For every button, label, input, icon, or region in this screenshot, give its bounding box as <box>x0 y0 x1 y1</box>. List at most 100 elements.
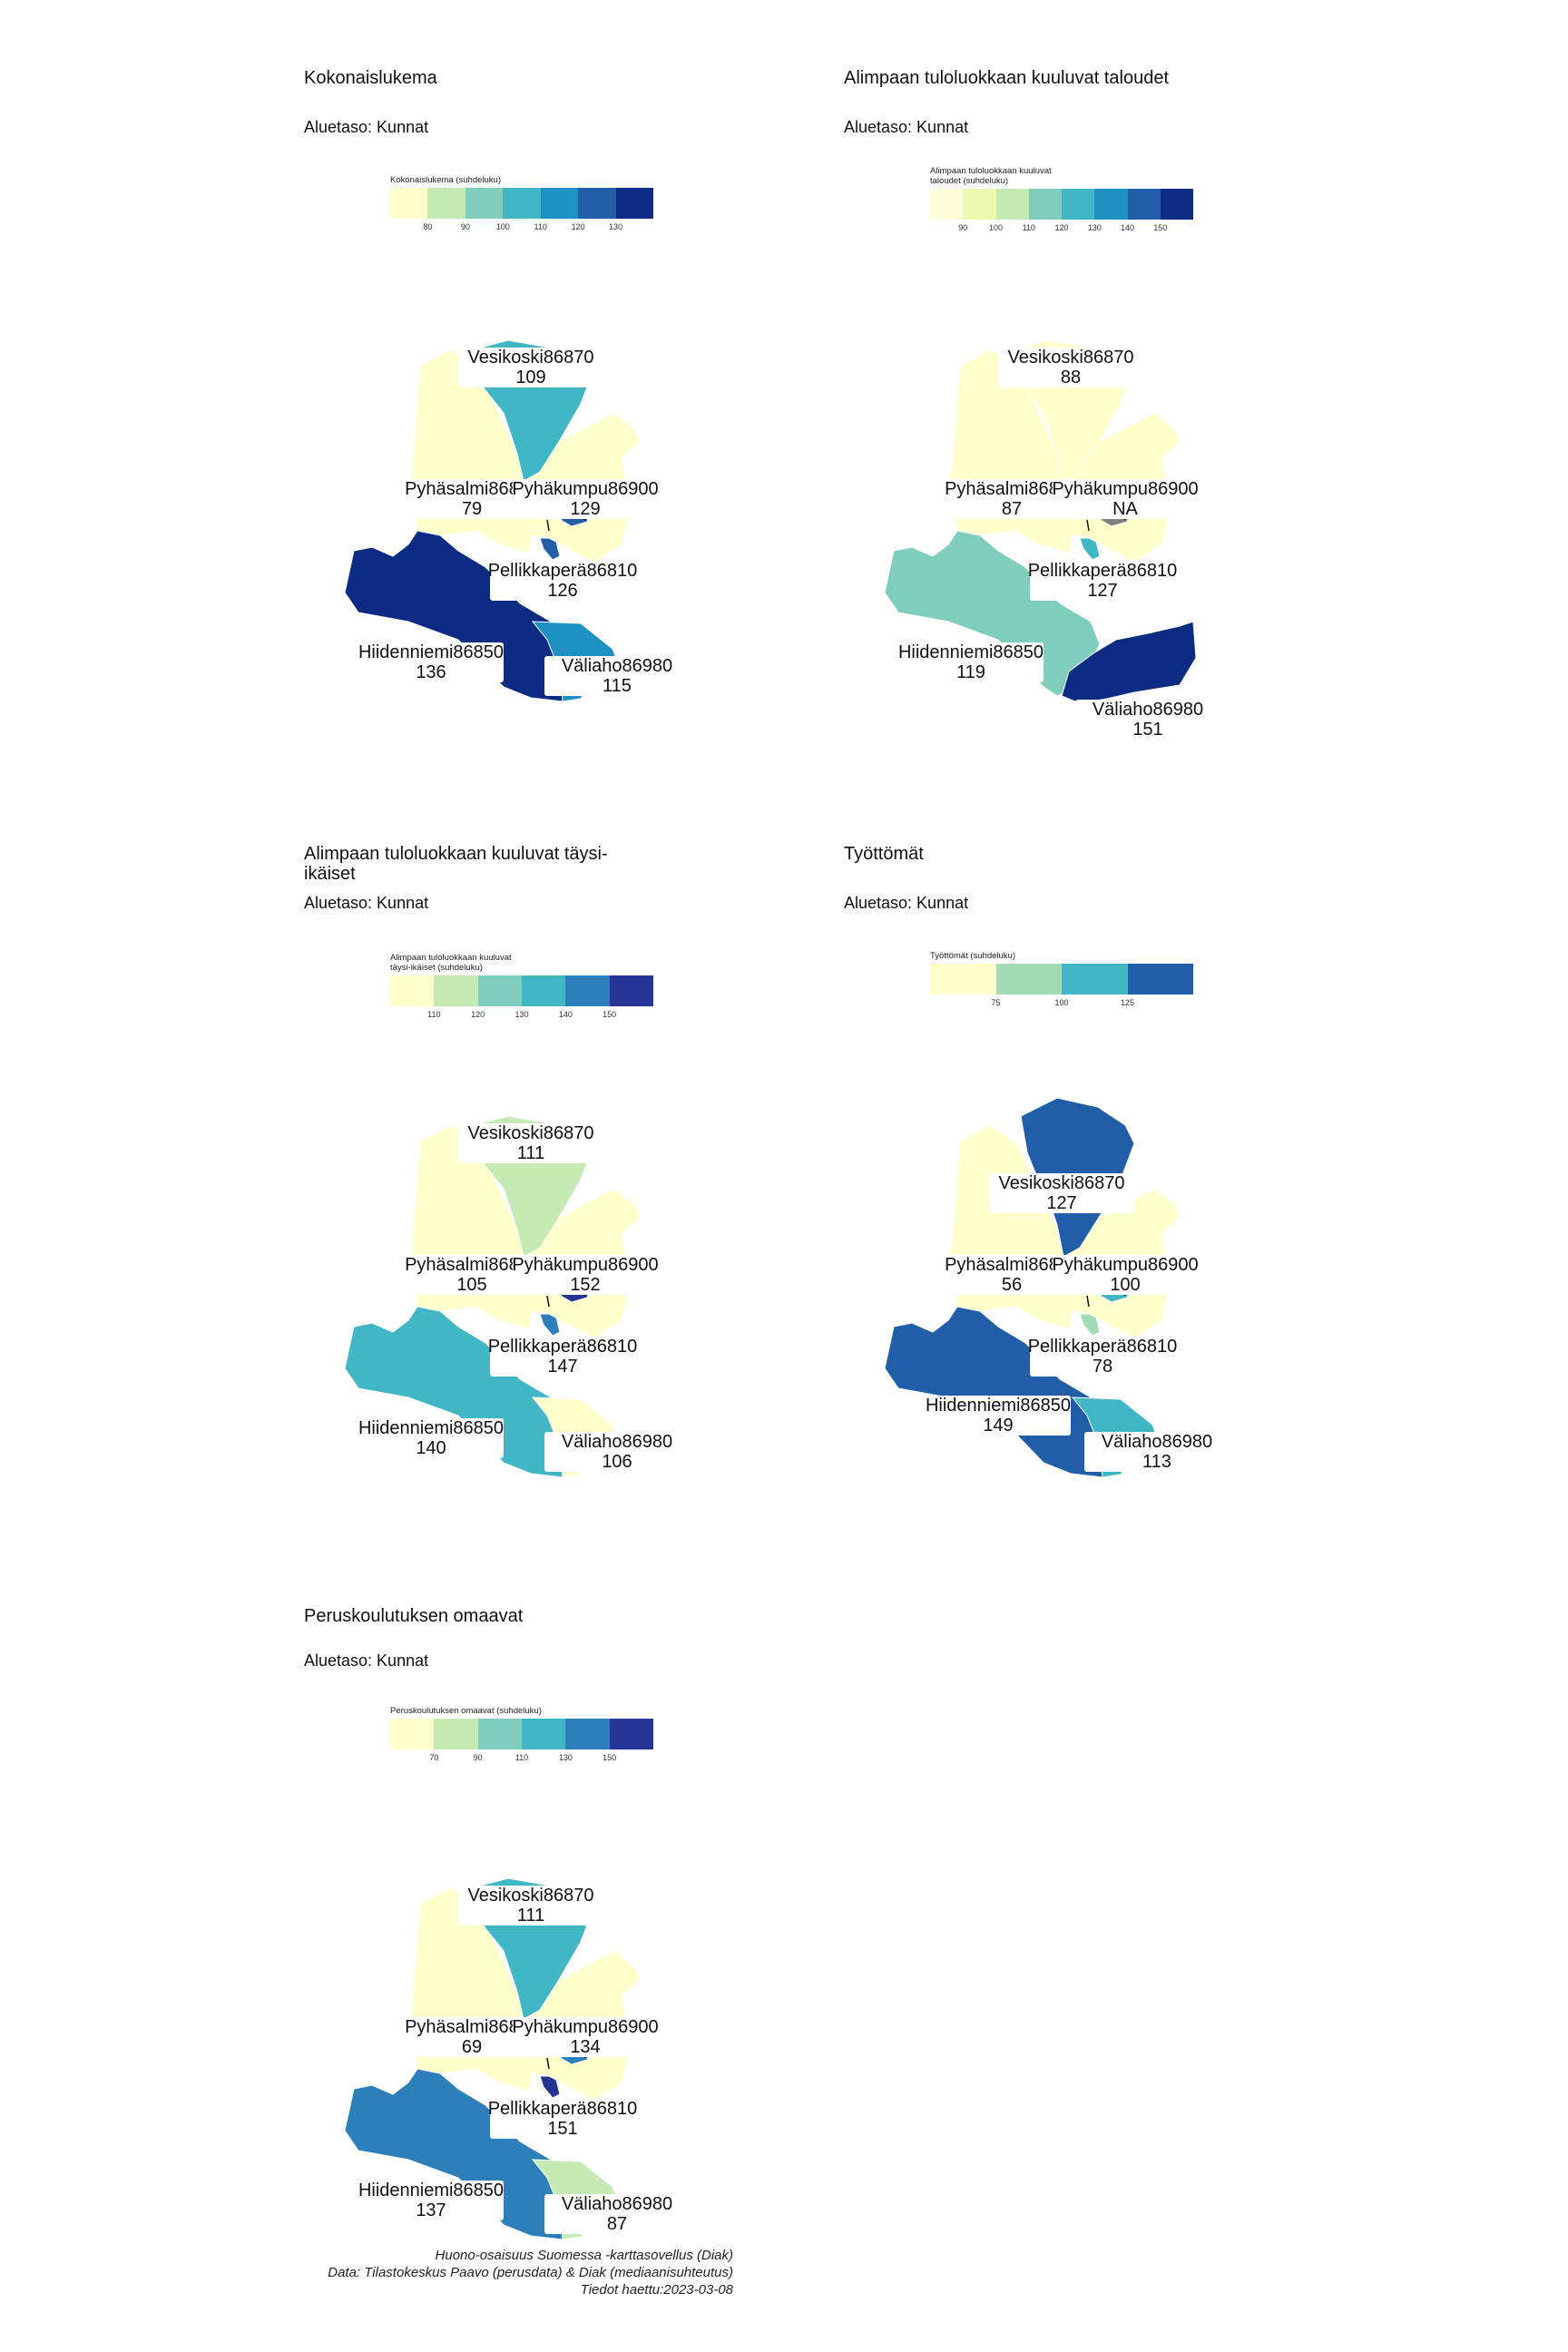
region-name: Pyhäkumpu86900 <box>512 2017 658 2037</box>
region-hiidenniemi[interactable] <box>884 530 1101 697</box>
region-value: 127 <box>1087 581 1117 601</box>
leader-line-pyhasalmi <box>1086 1295 1090 1308</box>
legend-title: Peruskoulutuksen omaavat (suhdeluku) <box>390 1706 542 1716</box>
label-background <box>1030 561 1175 601</box>
legend-swatch <box>615 188 653 219</box>
caption-line-1: Huono-osaisuus Suomessa -karttasovellus … <box>435 2248 733 2263</box>
region-name: Pellikkaperä86810 <box>488 1337 638 1357</box>
map-panel-5: Peruskoulutuksen omaavat Aluetaso: Kunnat… <box>304 1606 848 2332</box>
region-pellikkapera[interactable] <box>539 1313 561 1337</box>
region-name: Pyhäkumpu86900 <box>1052 479 1198 499</box>
legend: Kokonaislukema (suhdeluku) 80 90 100 110 120 1… <box>390 175 653 231</box>
legend-swatch <box>963 189 996 220</box>
label-background <box>1053 479 1198 519</box>
region-value: 152 <box>570 1275 600 1295</box>
legend-swatch <box>1127 964 1193 995</box>
label-background <box>490 1337 635 1377</box>
region-name: Pyhäkumpu86900 <box>512 479 658 499</box>
region-name: Pellikkaperä86810 <box>488 561 638 581</box>
region-value: 88 <box>1061 368 1081 387</box>
map-panel-1: Kokonaislukema Aluetaso: Kunnat Kokonaislu… <box>304 68 848 794</box>
panel-title: Peruskoulutuksen omaavat <box>304 1606 524 1626</box>
legend-swatch <box>434 1719 478 1749</box>
label-background <box>513 2017 658 2057</box>
legend-ticks: 90 100 110 120 130 140 150 <box>930 220 1193 232</box>
region-pellikkapera[interactable] <box>539 537 561 561</box>
legend-tick-label: 130 <box>609 222 623 231</box>
legend-tick-label: 150 <box>603 1010 617 1019</box>
legend-color-bar <box>390 975 653 1006</box>
legend-tick-label: 100 <box>495 222 510 231</box>
legend-title: Työttömät (suhdeluku) <box>930 951 1015 961</box>
panel-title: Työttömät <box>844 844 924 864</box>
label-background <box>898 642 1044 682</box>
label-background <box>939 479 1084 519</box>
legend-tick-label: 90 <box>460 222 470 231</box>
legend-tick-label: 125 <box>1120 998 1135 1007</box>
label-background <box>544 656 690 696</box>
legend-tick-label: 120 <box>571 222 585 231</box>
region-value: 140 <box>416 1438 446 1458</box>
map-panel-3: Alimpaan tuloluokkaan kuuluvat täysi-ikä… <box>304 844 848 1570</box>
region-value: 87 <box>1002 499 1022 519</box>
region-pellikkapera[interactable] <box>1079 537 1101 561</box>
region-pellikkapera[interactable] <box>539 2075 561 2099</box>
region-value: 105 <box>456 1275 486 1295</box>
region-name: Pyhäsalmi86800 <box>945 479 1079 499</box>
region-value: 136 <box>416 662 446 682</box>
region-value: 111 <box>517 1906 544 1926</box>
legend-swatch <box>540 188 579 219</box>
legend-swatch <box>503 188 541 219</box>
label-background <box>513 479 658 519</box>
legend-title: Kokonaislukema (suhdeluku) <box>390 175 501 185</box>
region-name: Hiidenniemi86850 <box>358 642 504 662</box>
region-pellikkapera[interactable] <box>1079 1313 1101 1337</box>
map-panel-4: Työttömät Aluetaso: Kunnat Työttömät (suhd… <box>844 844 1388 1570</box>
legend-color-bar <box>390 188 653 219</box>
label-background <box>998 348 1143 387</box>
region-value: 134 <box>570 2037 600 2057</box>
region-name: Pyhäsalmi86800 <box>945 1255 1079 1275</box>
region-name: Väliaho86980 <box>562 1432 672 1452</box>
region-value: 147 <box>547 1357 577 1377</box>
region-name: Vesikoski86870 <box>999 1173 1125 1193</box>
legend-swatch <box>565 1719 610 1749</box>
label-background <box>490 561 635 601</box>
legend-tick-label: 120 <box>471 1010 485 1019</box>
label-background <box>544 2194 690 2234</box>
label-background <box>399 1255 544 1295</box>
region-name: Pyhäsalmi86800 <box>405 479 539 499</box>
legend-tick-label: 130 <box>514 1010 529 1019</box>
caption-line-2: Data: Tilastokeskus Paavo (perusdata) & … <box>328 2265 733 2280</box>
legend-tick-label: 75 <box>991 998 1001 1007</box>
region-value: 151 <box>547 2119 577 2139</box>
legend-swatch <box>390 1719 435 1749</box>
label-background <box>1053 1255 1198 1295</box>
region-name: Vesikoski86870 <box>1008 348 1134 368</box>
region-value: 151 <box>1132 720 1162 740</box>
region-name: Hiidenniemi86850 <box>926 1396 1071 1416</box>
legend: Alimpaan tuloluokkaan kuuluvat taloudet … <box>930 166 1193 232</box>
legend-swatch <box>521 975 566 1006</box>
leader-line-pyhasalmi <box>546 2057 550 2070</box>
label-background <box>926 1396 1071 1436</box>
legend-color-bar <box>930 964 1193 995</box>
panel-title: Alimpaan tuloluokkaan kuuluvat täysi-ikä… <box>304 844 608 884</box>
legend-swatch <box>390 975 435 1006</box>
leader-line-pyhasalmi <box>546 1295 550 1308</box>
legend-swatch <box>1094 189 1128 220</box>
legend-ticks: 70 90 110 130 150 <box>390 1749 653 1762</box>
